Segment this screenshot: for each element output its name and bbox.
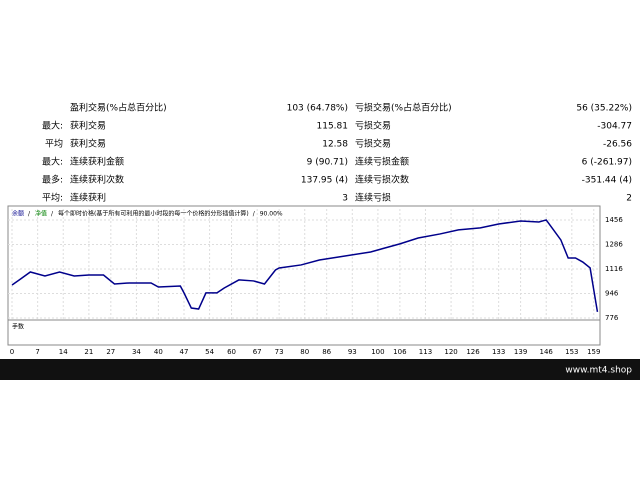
stat-cell: 2 — [626, 194, 632, 204]
stat-cell: 12.58 — [322, 140, 348, 150]
x-tick-label: 113 — [419, 348, 432, 356]
stat-cell: 连续获利金额 — [70, 156, 124, 168]
stat-cell: 亏损交易 — [355, 120, 391, 132]
x-tick-label: 14 — [59, 348, 68, 356]
y-tick-label: 1456 — [605, 216, 623, 224]
stat-cell: -351.44 (4) — [582, 176, 632, 186]
legend-sep: / — [51, 211, 54, 218]
legend-sep: / — [253, 211, 256, 218]
x-tick-label: 80 — [300, 348, 309, 356]
legend-item: 90.00% — [260, 211, 283, 218]
x-tick-label: 159 — [587, 348, 600, 356]
stat-cell: -26.56 — [603, 140, 632, 150]
x-tick-label: 120 — [444, 348, 457, 356]
legend-item: 净值 — [35, 210, 47, 218]
stat-cell: 最大: — [42, 156, 63, 168]
y-tick-label: 776 — [605, 314, 619, 322]
balance-line — [11, 219, 599, 313]
stat-cell: 亏损交易 — [355, 138, 391, 150]
x-tick-label: 153 — [565, 348, 578, 356]
x-tick-label: 27 — [106, 348, 115, 356]
stat-cell: -304.77 — [597, 122, 632, 132]
stat-cell: 103 (64.78%) — [287, 104, 348, 114]
x-tick-label: 54 — [205, 348, 214, 356]
x-tick-label: 7 — [35, 348, 39, 356]
y-tick-label: 1116 — [605, 265, 623, 273]
stat-cell: 137.95 (4) — [301, 176, 348, 186]
legend-item: 每个即时价格(基于所有可利用的最小时段的每一个价格的分形插值计算) — [58, 210, 249, 218]
legend-item: 余额 — [12, 210, 24, 218]
x-tick-label: 40 — [154, 348, 163, 356]
lots-panel — [7, 319, 601, 346]
lots-label: 手数 — [12, 323, 24, 331]
x-tick-label: 133 — [492, 348, 505, 356]
x-tick-label: 60 — [227, 348, 236, 356]
y-tick-label: 1286 — [605, 240, 623, 248]
stat-cell: 连续亏损 — [355, 192, 391, 204]
x-tick-label: 106 — [393, 348, 407, 356]
x-tick-label: 100 — [371, 348, 384, 356]
stat-cell: 115.81 — [317, 122, 349, 132]
x-tick-label: 139 — [514, 348, 527, 356]
footer-bar — [0, 359, 640, 380]
stat-cell: 平均: — [42, 192, 63, 204]
x-tick-label: 47 — [180, 348, 189, 356]
stat-cell: 连续获利次数 — [70, 174, 124, 186]
x-tick-label: 34 — [132, 348, 141, 356]
stat-cell: 亏损交易(%占总百分比) — [355, 102, 452, 114]
x-tick-label: 73 — [275, 348, 284, 356]
x-tick-label: 146 — [540, 348, 554, 356]
stat-cell: 3 — [342, 194, 348, 204]
x-tick-label: 93 — [348, 348, 357, 356]
footer-site: www.mt4.shop — [565, 366, 632, 376]
x-tick-label: 0 — [10, 348, 14, 356]
stat-cell: 获利交易 — [70, 138, 106, 150]
stat-cell: 连续亏损次数 — [355, 174, 409, 186]
stat-cell: 6 (-261.97) — [582, 158, 632, 168]
stat-cell: 盈利交易(%占总百分比) — [70, 102, 167, 114]
x-tick-label: 21 — [84, 348, 93, 356]
stat-cell: 56 (35.22%) — [576, 104, 632, 114]
stat-cell: 连续获利 — [70, 192, 106, 204]
x-tick-label: 67 — [253, 348, 262, 356]
x-tick-label: 86 — [322, 348, 331, 356]
y-tick-label: 946 — [605, 289, 619, 297]
stat-cell: 最多: — [42, 174, 63, 186]
x-tick-label: 126 — [466, 348, 480, 356]
stat-cell: 平均 — [45, 138, 63, 150]
stat-cell: 获利交易 — [70, 120, 106, 132]
legend-sep: / — [28, 211, 31, 218]
stat-cell: 9 (90.71) — [307, 158, 348, 168]
stat-cell: 连续亏损金额 — [355, 156, 409, 168]
stat-cell: 最大: — [42, 120, 63, 132]
